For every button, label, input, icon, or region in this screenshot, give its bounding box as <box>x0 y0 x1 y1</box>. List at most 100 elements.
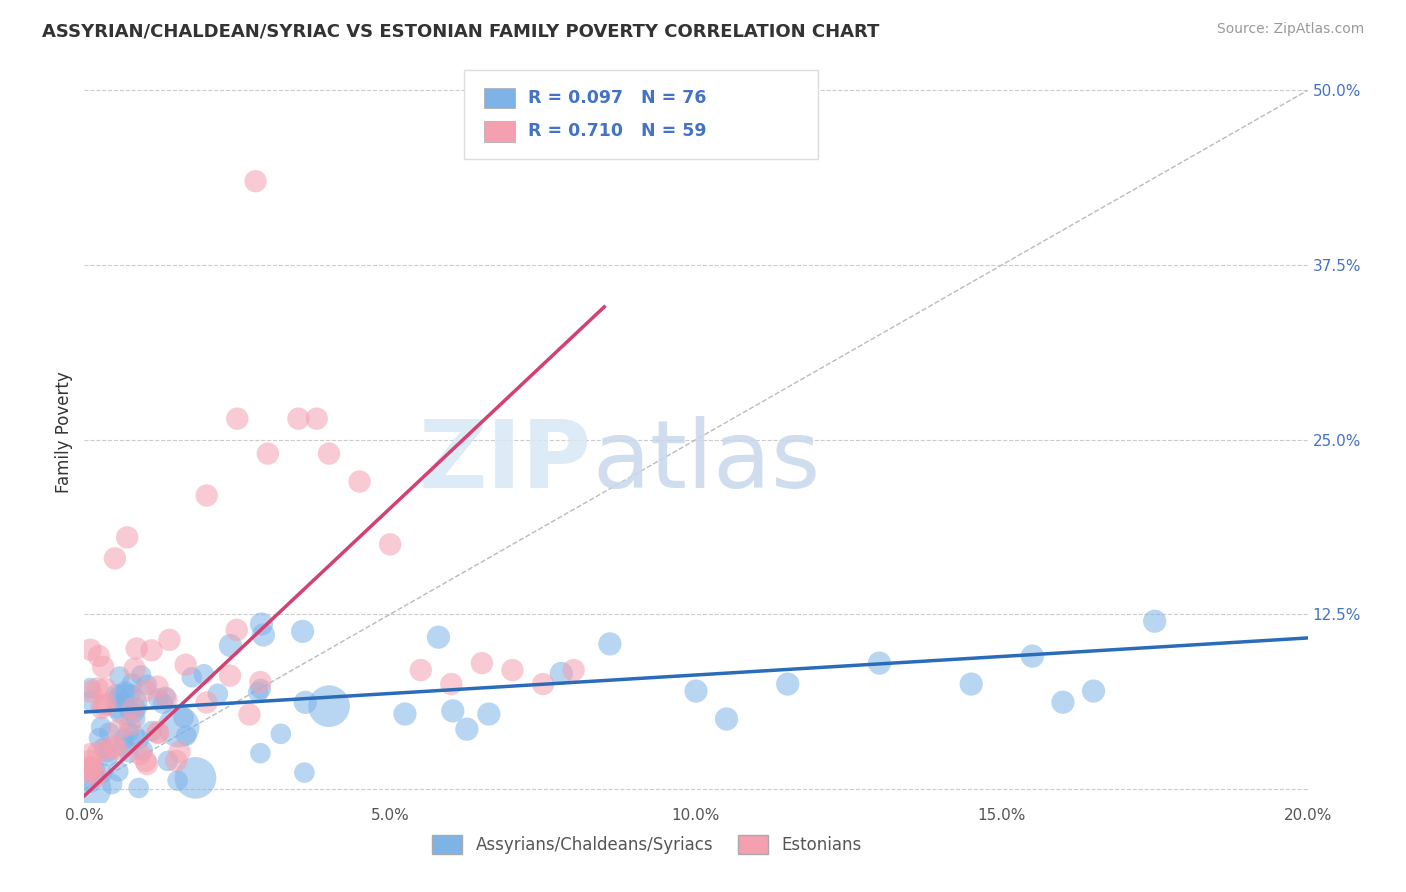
Point <box>94 697 117 711</box>
Point <box>128 732 150 747</box>
Point <box>380 537 402 551</box>
Point <box>173 710 195 724</box>
Point <box>86 769 108 783</box>
Point <box>104 551 127 566</box>
Point <box>146 725 169 739</box>
Point <box>550 666 572 681</box>
Point <box>79 761 101 775</box>
Point <box>136 757 159 772</box>
Point <box>146 680 169 694</box>
Point <box>155 692 177 706</box>
Point <box>245 174 267 188</box>
FancyBboxPatch shape <box>464 70 818 159</box>
Point <box>83 762 105 776</box>
Point <box>128 780 150 795</box>
Point <box>1083 684 1105 698</box>
Point <box>257 446 280 460</box>
Point <box>117 745 139 759</box>
Point <box>79 775 101 789</box>
Point <box>195 696 218 710</box>
Point <box>174 657 197 672</box>
Point <box>105 742 128 756</box>
Point <box>294 695 316 709</box>
Point <box>120 717 142 731</box>
Point <box>427 630 450 644</box>
Point <box>97 749 120 764</box>
Point <box>96 742 118 756</box>
Point <box>79 760 101 774</box>
Point <box>562 663 585 677</box>
Point <box>91 660 114 674</box>
Point <box>108 723 131 737</box>
Point <box>318 446 340 460</box>
Point <box>226 411 249 425</box>
Point <box>79 754 101 768</box>
Point <box>79 681 101 695</box>
Point <box>219 668 242 682</box>
Point <box>125 641 148 656</box>
Text: ZIP: ZIP <box>419 417 592 508</box>
Point <box>270 727 292 741</box>
Point <box>409 663 432 677</box>
Point <box>90 720 112 734</box>
Point <box>502 663 524 677</box>
Point <box>120 687 142 701</box>
Point <box>195 488 218 502</box>
Point <box>101 777 124 791</box>
Legend: Assyrians/Chaldeans/Syriacs, Estonians: Assyrians/Chaldeans/Syriacs, Estonians <box>426 829 869 861</box>
Point <box>287 411 309 425</box>
Point <box>148 691 170 706</box>
Point <box>141 724 163 739</box>
Point <box>91 766 114 780</box>
Point <box>478 707 501 722</box>
Point <box>103 739 125 754</box>
Point <box>114 695 136 709</box>
Point <box>108 670 131 684</box>
Y-axis label: Family Poverty: Family Poverty <box>55 372 73 493</box>
Point <box>132 743 155 757</box>
Point <box>440 677 463 691</box>
Point <box>156 754 179 768</box>
Point <box>152 697 174 711</box>
Text: ASSYRIAN/CHALDEAN/SYRIAC VS ESTONIAN FAMILY POVERTY CORRELATION CHART: ASSYRIAN/CHALDEAN/SYRIAC VS ESTONIAN FAM… <box>42 22 880 40</box>
Point <box>94 681 117 696</box>
Point <box>252 628 274 642</box>
Point <box>87 731 110 745</box>
Point <box>294 765 316 780</box>
Point <box>155 690 177 704</box>
Point <box>79 765 101 780</box>
Point <box>79 781 101 796</box>
Point <box>291 624 314 639</box>
Point <box>1052 695 1074 709</box>
Point <box>225 623 247 637</box>
Text: R = 0.097   N = 76: R = 0.097 N = 76 <box>529 89 707 107</box>
Point <box>159 632 181 647</box>
Point <box>441 704 464 718</box>
Point <box>184 771 207 785</box>
Point <box>169 745 191 759</box>
Point <box>685 684 707 698</box>
Point <box>112 739 135 754</box>
Point <box>249 675 271 690</box>
Point <box>129 668 152 682</box>
Point <box>305 411 328 425</box>
Point <box>318 699 340 714</box>
Point <box>124 700 146 714</box>
Point <box>86 681 108 696</box>
Point <box>174 729 197 743</box>
Point <box>87 648 110 663</box>
Point <box>87 746 110 760</box>
Point <box>79 761 101 775</box>
Point <box>250 617 273 632</box>
Point <box>93 741 115 756</box>
Point <box>90 701 112 715</box>
Point <box>107 701 129 715</box>
Point <box>207 687 229 701</box>
Point <box>219 639 242 653</box>
Point <box>79 642 101 657</box>
Point <box>122 701 145 715</box>
Point <box>98 725 121 739</box>
Point <box>869 656 891 670</box>
Point <box>135 754 157 768</box>
Point <box>1143 614 1166 628</box>
